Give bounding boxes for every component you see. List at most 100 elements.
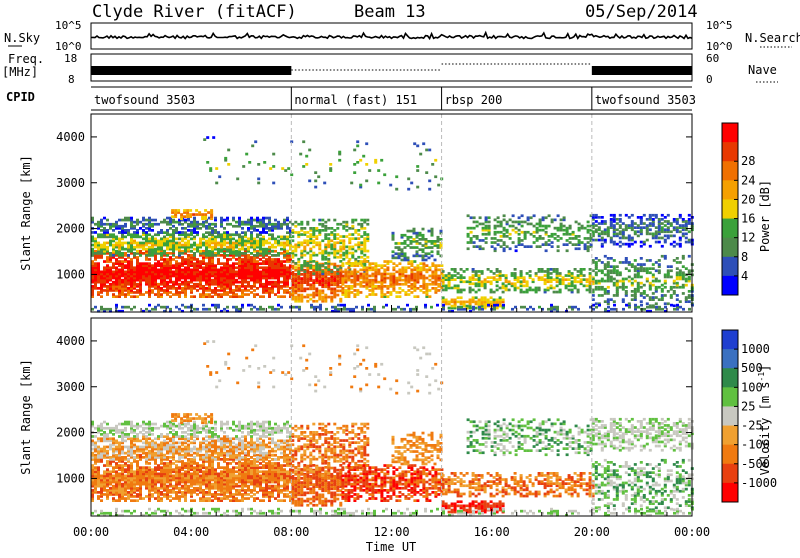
- heatmap-cell: [403, 308, 406, 311]
- heatmap-cell: [395, 252, 398, 255]
- heatmap-cell: [556, 306, 559, 309]
- heatmap-cell: [308, 149, 311, 152]
- heatmap-cell: [419, 153, 422, 156]
- heatmap-cell: [277, 236, 280, 239]
- heatmap-cell: [622, 243, 625, 246]
- heatmap-cell: [416, 240, 419, 243]
- heatmap-cell: [604, 220, 607, 223]
- heatmap-cell: [496, 285, 499, 288]
- heatmap-cell: [494, 225, 497, 228]
- heatmap-cell: [259, 233, 262, 236]
- heatmap-cell: [121, 464, 124, 467]
- heatmap-cell: [619, 237, 622, 240]
- heatmap-cell: [314, 186, 317, 189]
- heatmap-cell: [502, 291, 505, 294]
- heatmap-cell: [410, 240, 413, 243]
- heatmap-cell: [280, 242, 283, 245]
- heatmap-cell: [407, 289, 410, 292]
- heatmap-cell: [601, 286, 604, 289]
- heatmap-cell: [475, 296, 478, 299]
- heatmap-cell: [622, 228, 625, 231]
- heatmap-cell: [643, 241, 646, 244]
- heatmap-cell: [354, 237, 357, 240]
- heatmap-cell: [124, 236, 127, 239]
- heatmap-cell: [310, 304, 313, 307]
- heatmap-cell: [356, 262, 359, 265]
- heatmap-cell: [232, 217, 235, 220]
- heatmap-cell: [428, 252, 431, 255]
- heatmap-cell: [430, 306, 433, 309]
- heatmap-cell: [315, 227, 318, 230]
- heatmap-cell: [670, 276, 673, 279]
- heatmap-cell: [274, 246, 277, 249]
- heatmap-cell: [544, 274, 547, 277]
- heatmap-cell: [280, 281, 283, 284]
- heatmap-cell: [640, 226, 643, 229]
- heatmap-cell: [321, 219, 324, 222]
- heatmap-cell: [410, 283, 413, 286]
- heatmap-cell: [598, 304, 601, 307]
- heatmap-cell: [569, 233, 572, 236]
- heatmap-cell: [238, 295, 241, 298]
- heatmap-cell: [352, 308, 355, 311]
- heatmap-cell: [625, 304, 628, 307]
- heatmap-cell: [204, 209, 207, 212]
- heatmap-cell: [268, 246, 271, 249]
- heatmap-cell: [254, 140, 257, 143]
- heatmap-cell: [357, 229, 360, 232]
- heatmap-cell: [652, 296, 655, 299]
- heatmap-cell: [398, 242, 401, 245]
- heatmap-cell: [355, 306, 358, 309]
- heatmap-cell: [139, 221, 142, 224]
- heatmap-cell: [404, 291, 407, 294]
- heatmap-cell: [425, 149, 428, 152]
- heatmap-cell: [235, 221, 238, 224]
- heatmap-cell: [271, 306, 274, 309]
- heatmap-cell: [109, 308, 112, 311]
- heatmap-cell: [395, 188, 398, 191]
- heatmap-cell: [410, 246, 413, 249]
- heatmap-cell: [664, 239, 667, 242]
- heatmap-cell: [520, 289, 523, 292]
- heatmap-cell: [97, 291, 100, 294]
- heatmap-cell: [169, 285, 172, 288]
- heatmap-cell: [361, 306, 364, 309]
- heatmap-cell: [401, 259, 404, 262]
- heatmap-cell: [336, 241, 339, 244]
- heatmap-cell: [557, 239, 560, 242]
- heatmap-cell: [244, 285, 247, 288]
- heatmap-cell: [634, 222, 637, 225]
- heatmap-cell: [410, 236, 413, 239]
- heatmap-cell: [574, 285, 577, 288]
- heatmap-cell: [232, 238, 235, 241]
- heatmap-cell: [206, 136, 209, 139]
- heatmap-cell: [512, 229, 515, 232]
- heatmap-cell: [673, 241, 676, 244]
- heatmap-cell: [327, 227, 330, 230]
- heatmap-cell: [485, 225, 488, 228]
- heatmap-cell: [553, 278, 556, 281]
- heatmap-cell: [434, 159, 437, 162]
- heatmap-cell: [676, 294, 679, 297]
- heatmap-cell: [479, 216, 482, 219]
- heatmap-cell: [348, 233, 351, 236]
- heatmap-cell: [281, 167, 284, 170]
- heatmap-cell: [560, 223, 563, 226]
- heatmap-cell: [133, 225, 136, 228]
- heatmap-cell: [553, 291, 556, 294]
- heatmap-cell: [584, 243, 587, 246]
- heatmap-cell: [190, 254, 193, 257]
- heatmap-cell: [652, 280, 655, 283]
- heatmap-cell: [478, 289, 481, 292]
- heatmap-cell: [488, 225, 491, 228]
- heatmap-cell: [247, 219, 250, 222]
- heatmap-cell: [94, 231, 97, 234]
- heatmap-cell: [299, 153, 302, 156]
- heatmap-cell: [277, 295, 280, 298]
- heatmap-cell: [529, 306, 532, 309]
- noise-sky-line: [91, 33, 692, 39]
- heatmap-cell: [280, 248, 283, 251]
- heatmap-cell: [112, 497, 115, 500]
- heatmap-cell: [424, 304, 427, 307]
- heatmap-cell: [195, 209, 198, 212]
